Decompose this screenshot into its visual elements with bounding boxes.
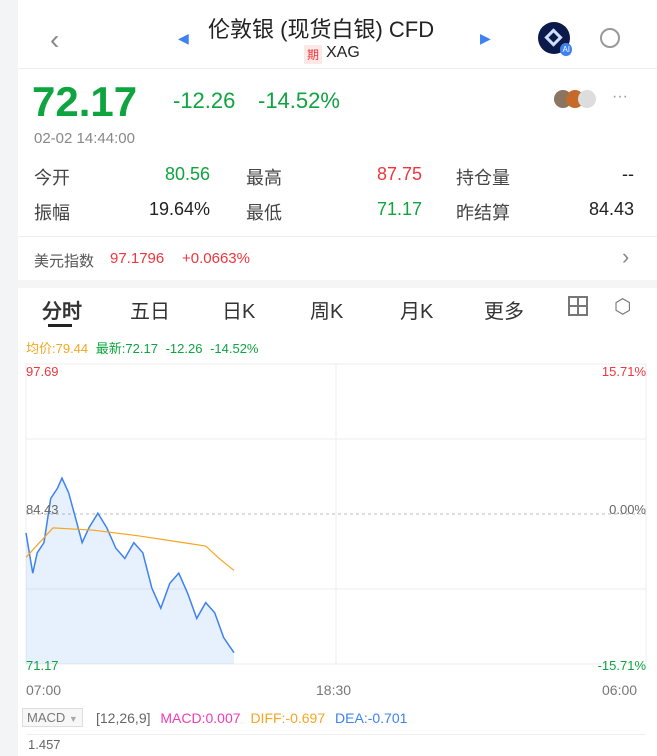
stat-open: 80.56 <box>164 164 210 184</box>
divider <box>18 280 657 288</box>
legend-change: -12.26 <box>165 341 203 356</box>
macd-top-tick: 1.457 <box>28 737 61 752</box>
index-change: +0.0663% <box>182 250 250 267</box>
next-arrow-icon[interactable]: ▶ <box>480 30 491 46</box>
y-tick-high: 97.69 <box>26 364 59 379</box>
x-tick-end: 06:00 <box>602 682 638 698</box>
avatars[interactable] <box>554 90 596 108</box>
tab-more[interactable]: 更多 <box>484 301 524 323</box>
dollar-index-row[interactable]: 美元指数 97.1796 +0.0663% › <box>18 240 657 278</box>
stat-label: 振幅 <box>34 203 70 223</box>
y-tick-pct-low: -15.71% <box>597 658 646 673</box>
dropdown-icon: ▼ <box>68 714 78 724</box>
stat-high: 87.75 <box>376 164 422 184</box>
price-line <box>25 476 235 654</box>
last-price: 72.17 <box>32 78 138 125</box>
tab-daily-k[interactable]: 日K <box>222 301 256 323</box>
divider <box>18 68 657 69</box>
intraday-chart[interactable] <box>18 356 657 680</box>
stat-label: 昨结算 <box>456 203 510 223</box>
active-tab-indicator <box>48 324 72 327</box>
legend-avg: 均价:79.44 <box>26 341 89 356</box>
stat-open-interest: -- <box>622 164 634 184</box>
symbol: XAG <box>326 44 360 61</box>
x-tick-start: 07:00 <box>26 682 62 698</box>
y-tick-mid: 84.43 <box>26 502 59 517</box>
back-icon[interactable]: ‹ <box>50 24 60 55</box>
divider <box>18 236 657 237</box>
legend-latest: 最新:72.17 <box>95 341 158 356</box>
stat-prev-settle: 84.43 <box>588 199 634 219</box>
stat-label: 最低 <box>246 203 282 223</box>
page: ‹ ◀ 伦敦银 (现货白银) CFD ▶ 期 XAG AI 72.17 -12.… <box>18 0 657 756</box>
price-area <box>26 478 235 664</box>
average-price-line <box>25 527 235 571</box>
stat-label: 今开 <box>34 168 70 188</box>
indicator-select[interactable]: MACD ▼ <box>22 708 83 727</box>
futures-badge: 期 <box>304 45 323 64</box>
y-tick-pct-mid: 0.00% <box>609 502 646 517</box>
grid-layout-icon[interactable] <box>568 296 588 316</box>
index-label: 美元指数 <box>34 253 95 270</box>
macd-value: MACD:0.007 <box>160 710 241 726</box>
page-title: 伦敦银 (现货白银) CFD <box>208 17 435 42</box>
stat-low: 71.17 <box>376 199 422 219</box>
macd-legend: [12,26,9] MACD:0.007 DIFF:-0.697 DEA:-0.… <box>96 710 407 726</box>
stat-label: 持仓量 <box>456 168 510 188</box>
ai-assistant-icon[interactable]: AI <box>538 22 572 56</box>
diff-value: DIFF:-0.697 <box>250 710 326 726</box>
macd-chart: 1.457 <box>26 734 646 756</box>
stat-amplitude: 19.64% <box>148 199 210 219</box>
stat-label: 最高 <box>246 168 282 188</box>
chevron-right-icon: › <box>622 244 630 269</box>
tab-weekly-k[interactable]: 周K <box>310 301 344 323</box>
y-tick-low: 71.17 <box>26 658 59 673</box>
more-icon[interactable]: ··· <box>612 88 628 105</box>
tab-five-day[interactable]: 五日 <box>130 301 170 323</box>
search-icon[interactable] <box>600 28 620 48</box>
settings-icon[interactable]: ⬡ <box>614 296 632 318</box>
quote-time: 02-02 14:44:00 <box>34 130 135 147</box>
prev-arrow-icon[interactable]: ◀ <box>178 30 189 46</box>
tab-monthly-k[interactable]: 月K <box>400 301 434 323</box>
price-change: -12.26 <box>173 88 236 113</box>
price-change-pct: -14.52% <box>258 88 340 113</box>
x-tick-mid: 18:30 <box>316 682 352 698</box>
y-tick-pct-high: 15.71% <box>601 364 646 379</box>
indicator-select-value: MACD <box>27 710 66 725</box>
chart-legend: 均价:79.44 最新:72.17 -12.26 -14.52% <box>26 338 258 357</box>
ai-label: AI <box>560 43 572 56</box>
macd-params: [12,26,9] <box>96 710 151 726</box>
index-value: 97.1796 <box>110 250 165 267</box>
legend-pct: -14.52% <box>210 341 259 356</box>
tab-intraday[interactable]: 分时 <box>42 301 82 323</box>
dea-value: DEA:-0.701 <box>335 710 408 726</box>
